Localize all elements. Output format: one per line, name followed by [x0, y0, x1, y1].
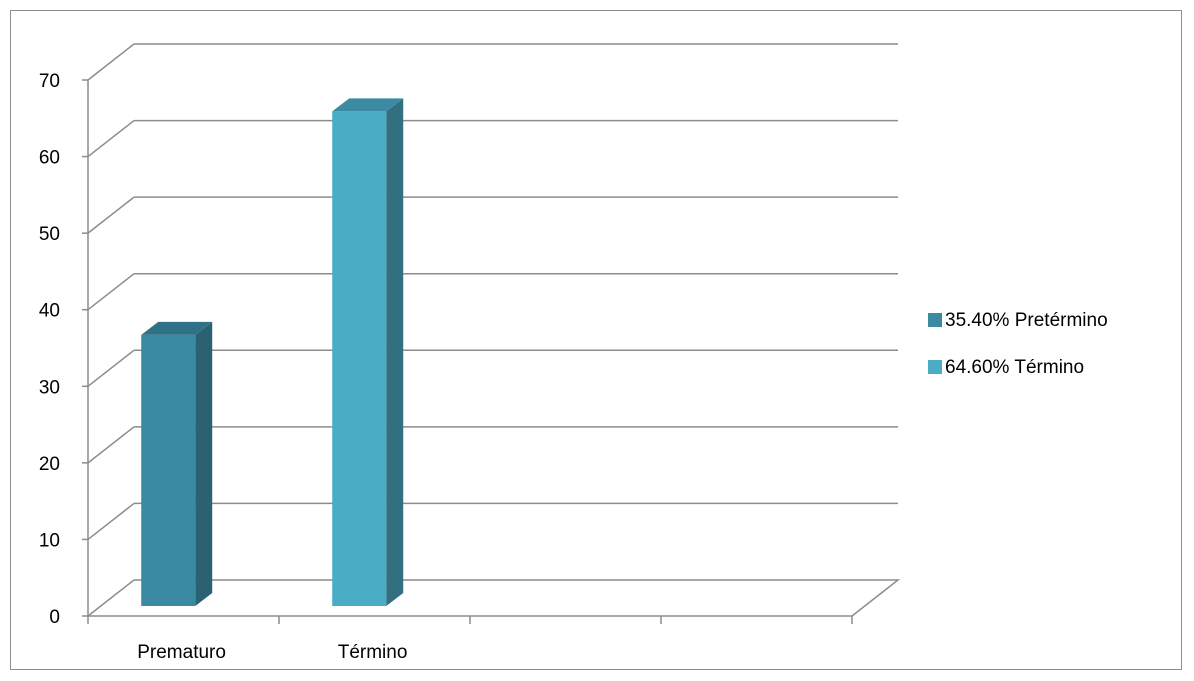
- grid-diagonal: [87, 196, 135, 234]
- bar-side-face: [195, 321, 213, 606]
- y-tick-label: 40: [39, 301, 60, 322]
- x-tick-label: Prematuro: [137, 642, 226, 663]
- x-tick-labels: Prematuro Término: [137, 642, 407, 663]
- bars: [141, 98, 404, 606]
- legend-label: 64.60% Término: [945, 357, 1084, 378]
- y-tick-labels: 0 10 20 30 40 50 60 70: [39, 71, 60, 628]
- legend-item-1: 35.40% Pretérmino: [928, 310, 1108, 331]
- legend: 35.40% Pretérmino 64.60% Término: [928, 310, 1108, 378]
- grid-diagonal: [87, 273, 135, 311]
- bar-2: [332, 98, 404, 606]
- y-tick-label: 30: [39, 377, 60, 398]
- bar-top-face: [141, 321, 213, 335]
- y-tick-label: 60: [39, 148, 60, 169]
- bar-top-face: [332, 98, 404, 112]
- y-tick-label: 20: [39, 454, 60, 475]
- grid-diagonal: [87, 579, 135, 617]
- legend-swatch: [928, 360, 942, 374]
- y-tick-label: 70: [39, 71, 60, 92]
- grid-diagonal: [87, 502, 135, 541]
- legend-swatch: [928, 313, 942, 327]
- grid-diagonal: [87, 349, 135, 387]
- bar-side-face: [386, 98, 404, 606]
- axes: [82, 79, 901, 624]
- bar-front-face: [141, 334, 196, 606]
- x-tick-label: Término: [338, 642, 408, 663]
- grid-diagonal: [87, 43, 135, 81]
- legend-item-2: 64.60% Término: [928, 357, 1084, 378]
- legend-label: 35.40% Pretérmino: [945, 310, 1108, 331]
- grid-diagonal: [87, 119, 135, 158]
- bar-1: [141, 321, 213, 606]
- y-tick-label: 0: [49, 607, 60, 628]
- y-tick-label: 10: [39, 530, 60, 551]
- y-tick-label: 50: [39, 224, 60, 245]
- grid-diagonal: [87, 426, 135, 464]
- bar-front-face: [332, 111, 387, 606]
- grid-lines: [87, 43, 898, 617]
